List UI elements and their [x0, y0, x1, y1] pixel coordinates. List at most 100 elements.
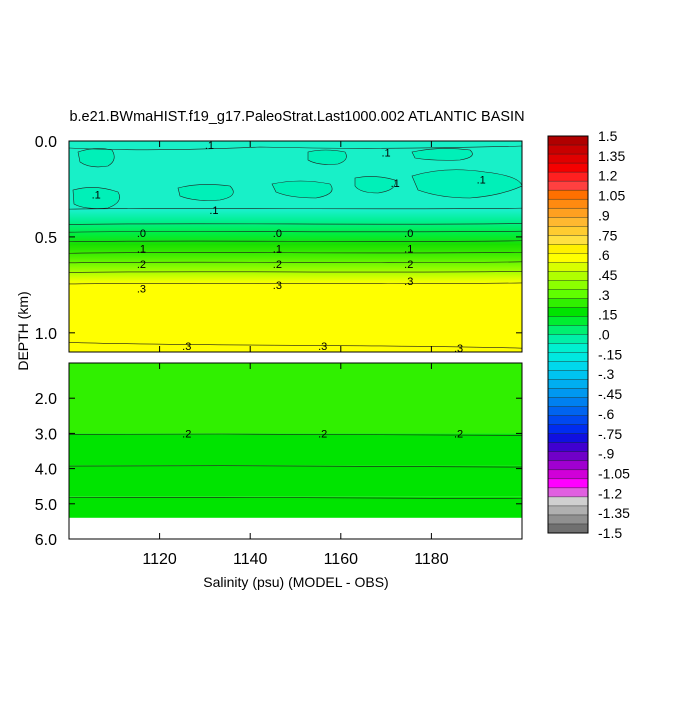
- colorbar-cell: [547, 235, 589, 245]
- y-axis-label: DEPTH (km): [15, 291, 31, 370]
- colorbar-cell: [547, 226, 589, 236]
- x-tick-label: 1160: [324, 551, 359, 568]
- no-data-region: [69, 517, 522, 539]
- contour-label: .1: [92, 190, 101, 202]
- colorbar-label: -.75: [598, 426, 622, 442]
- lower-panel-frame: [68, 362, 523, 540]
- x-tick-label: 1120: [142, 551, 177, 568]
- colorbar-label: -1.5: [598, 525, 622, 541]
- contour-label: .3: [137, 284, 146, 296]
- colorbar-label: -.45: [598, 386, 622, 402]
- colorbar-cell: [547, 460, 589, 471]
- contour-line: [68, 497, 523, 500]
- colorbar-cell: [547, 325, 589, 335]
- colorbar-cell: [547, 135, 589, 146]
- colorbar-label: .0: [598, 327, 610, 343]
- contour-patch: [354, 176, 396, 194]
- x-axis-ticks: 1120 1140 1160 1180: [142, 141, 449, 568]
- lower-panel: .2 .2 .2: [68, 362, 523, 540]
- colorbar: 1.5 1.35 1.2 1.05 .9 .75 .6 .45 .3 .15 .0 -.15 -.3 -.…: [547, 128, 630, 541]
- contour-label: .1: [404, 243, 413, 255]
- upper-panel-frame: [68, 140, 523, 353]
- surface-patches: [69, 145, 522, 209]
- colorbar-cell: [547, 171, 589, 182]
- colorbar-cell: [547, 442, 589, 453]
- colorbar-cell: [547, 316, 589, 326]
- colorbar-cell: [547, 298, 589, 308]
- colorbar-label: .75: [598, 227, 618, 243]
- colorbar-frame: [547, 135, 589, 534]
- colorbar-cell: [547, 424, 589, 435]
- colorbar-label: .3: [598, 287, 610, 303]
- colorbar-cell: [547, 244, 589, 254]
- contour-line: [68, 433, 523, 436]
- contour-label: .0: [404, 228, 413, 240]
- upper-contour-labels: .1 .1 .1 .1 .1 .1 .0 .0 .0 .1 .1 .1 .2 .2 .2 .3 .3 .3 .3 .3…: [92, 140, 486, 355]
- colorbar-cell: [547, 415, 589, 426]
- y-tick-label: 2.0: [35, 391, 57, 408]
- contour-label: .1: [477, 174, 486, 186]
- contour-label: .2: [318, 428, 327, 440]
- colorbar-cell: [547, 217, 589, 227]
- colorbar-label: -1.35: [598, 505, 630, 521]
- contour-line: [68, 230, 523, 233]
- y-tick-label: 4.0: [35, 462, 57, 479]
- colorbar-label: .6: [598, 247, 610, 263]
- lower-contour-lines: [68, 433, 523, 500]
- colorbar-cell: [547, 397, 589, 408]
- contour-label: .2: [404, 259, 413, 271]
- colorbar-label: .15: [598, 307, 618, 323]
- colorbar-cell: [547, 271, 589, 281]
- x-axis-label: Salinity (psu) (MODEL - OBS): [203, 574, 388, 590]
- contour-line: [68, 271, 523, 273]
- contour-label: .3: [404, 276, 413, 288]
- lower-contour-labels: .2 .2 .2: [182, 428, 463, 440]
- contour-line: [68, 240, 523, 243]
- colorbar-label: 1.5: [598, 128, 618, 144]
- contour-label: .1: [391, 178, 400, 190]
- contour-label: .2: [137, 259, 146, 271]
- colorbar-label: 1.35: [598, 148, 625, 164]
- colorbar-cell: [547, 343, 589, 353]
- contour-line: [69, 145, 522, 151]
- y-tick-label: 5.0: [35, 497, 57, 514]
- colorbar-label: -.15: [598, 346, 622, 362]
- contour-line: [68, 465, 523, 468]
- contour-line: [68, 207, 523, 210]
- contour-patch: [77, 148, 115, 168]
- y-axis-ticks: 0.0 0.5 1.0 2.0 3.0 4.0 5.0 6.0: [35, 134, 522, 549]
- contour-line: [68, 223, 523, 225]
- contour-band: [69, 433, 522, 466]
- colorbar-label: .9: [598, 207, 610, 223]
- colorbar-label: -.3: [598, 366, 615, 382]
- colorbar-cell: [547, 388, 589, 399]
- colorbar-label: 1.2: [598, 168, 618, 184]
- contour-label: .3: [182, 341, 191, 353]
- contour-patch: [72, 187, 120, 209]
- colorbar-cell: [547, 280, 589, 290]
- y-tick-label: 0.0: [35, 134, 57, 151]
- colorbar-label: -1.05: [598, 465, 630, 481]
- y-tick-label: 0.5: [35, 230, 57, 247]
- colorbar-cell: [547, 198, 589, 209]
- colorbar-label: .45: [598, 267, 618, 283]
- contour-label: .0: [273, 228, 282, 240]
- colorbar-cell: [547, 180, 589, 191]
- contour-label: .3: [273, 280, 282, 292]
- colorbar-cell: [547, 451, 589, 462]
- colorbar-label: -.9: [598, 446, 615, 462]
- contour-patch: [307, 149, 347, 165]
- lower-panel-bands: [69, 363, 522, 539]
- contour-patch: [271, 180, 333, 199]
- colorbar-cell: [547, 370, 589, 381]
- colorbar-cell: [547, 162, 589, 173]
- upper-contour-lines: [68, 207, 523, 349]
- contour-label: .3: [454, 343, 463, 355]
- colorbar-cell: [547, 189, 589, 200]
- colorbar-cell: [547, 523, 589, 534]
- x-tick-label: 1180: [414, 551, 449, 568]
- colorbar-cell: [547, 289, 589, 299]
- colorbar-cell: [547, 153, 589, 164]
